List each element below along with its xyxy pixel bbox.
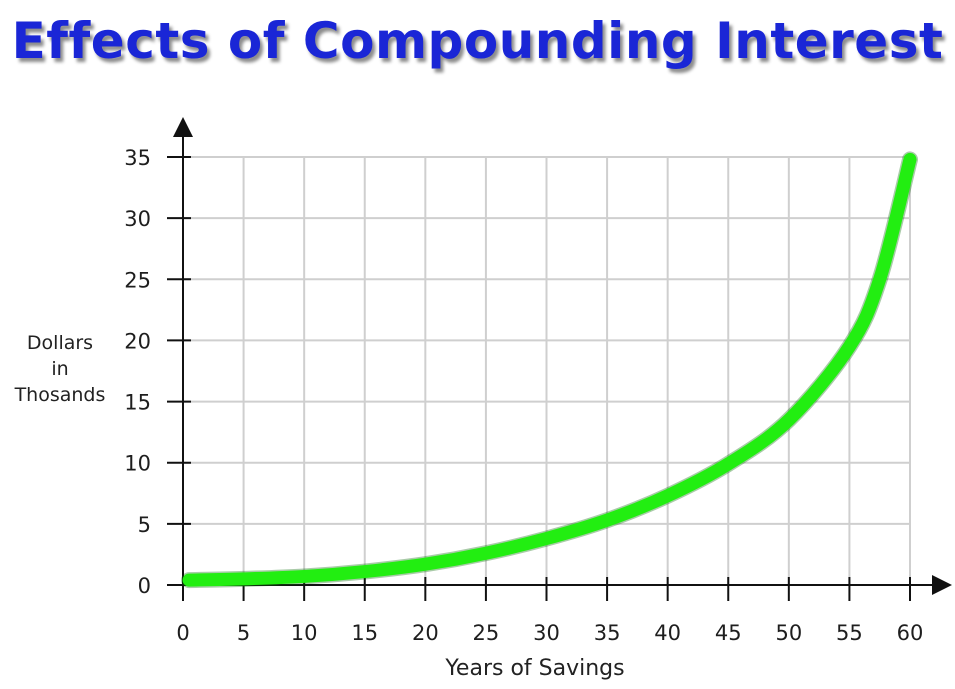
y-tick-label: 5 [138,513,151,537]
x-tick-label: 10 [291,621,318,645]
x-tick-label: 30 [533,621,560,645]
y-tick-label: 15 [124,391,151,415]
y-tick-label: 20 [124,329,151,353]
chart-title: Effects of Compounding Interest [11,12,944,70]
x-tick-label: 35 [594,621,621,645]
x-tick-label: 25 [473,621,500,645]
y-axis-label-line-2: in [51,358,69,380]
x-tick-label: 5 [237,621,250,645]
y-axis-label-line-1: Dollars [26,332,94,354]
y-tick-label: 25 [124,268,151,292]
x-tick-label: 0 [176,621,189,645]
x-tick-label: 15 [351,621,378,645]
y-axis-label: Dollars in Thosands [8,330,112,408]
y-tick-label: 35 [124,146,151,170]
series-line-shadow [181,151,918,589]
y-axis-label-line-3: Thosands [14,384,106,406]
y-tick-label: 0 [138,574,151,598]
x-tick-label: 40 [654,621,681,645]
x-tick-label: 45 [715,621,742,645]
x-tick-label: 55 [836,621,863,645]
x-axis-label: Years of Savings [445,656,625,681]
series-line [182,152,917,587]
x-tick-label: 60 [897,621,924,645]
x-tick-label: 20 [412,621,439,645]
y-tick-label: 30 [124,207,151,231]
x-tick-label: 50 [775,621,802,645]
y-tick-label: 10 [124,452,151,476]
